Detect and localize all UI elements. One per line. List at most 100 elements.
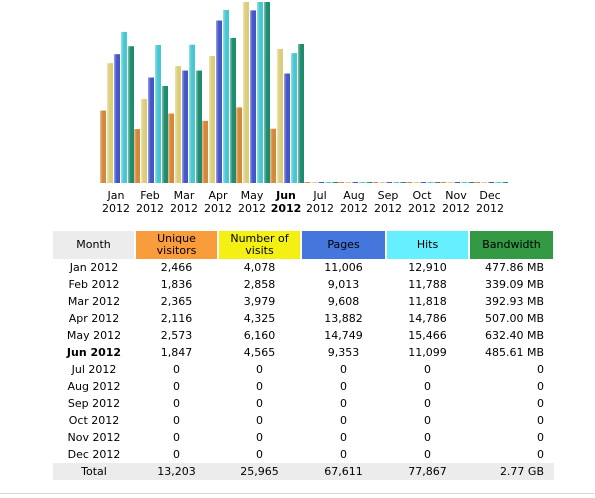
bandwidth-bar <box>128 46 134 184</box>
month-cell: Feb 2012 <box>68 278 120 291</box>
x-tick-label: Jul <box>312 189 326 202</box>
hits-bar <box>121 31 127 183</box>
bandwidth-bar <box>264 2 270 183</box>
unique-visitors-cell: 0 <box>173 380 180 393</box>
x-tick-label: Nov <box>445 189 467 202</box>
bandwidth-cell: 0 <box>537 431 544 444</box>
visits-cell: 0 <box>256 380 263 393</box>
table-row: Aug 2012 0 0 0 0 0 <box>53 378 554 395</box>
x-tick-label: May <box>241 189 264 202</box>
header-hits: Hits <box>386 231 470 259</box>
hits-bar <box>393 182 399 183</box>
total-bandwidth: 2.77 GB <box>469 463 554 480</box>
header-month: Month <box>53 231 136 259</box>
unique-visitors-cell: 0 <box>173 414 180 427</box>
table-row: Jul 2012 0 0 0 0 0 <box>53 361 554 378</box>
bandwidth-bar <box>332 182 338 183</box>
hits-cell: 0 <box>424 397 431 410</box>
unique-visitors-cell: 2,365 <box>160 295 193 308</box>
hits-bar <box>427 182 433 183</box>
x-tick-label: Jan <box>107 189 125 202</box>
bandwidth-cell: 485.61 MB <box>484 346 544 359</box>
table-row: Oct 2012 0 0 0 0 0 <box>53 412 554 429</box>
bandwidth-bar <box>434 182 440 183</box>
hits-bar <box>257 2 263 183</box>
x-tick-label: 2012 <box>102 202 130 215</box>
hits-cell: 11,099 <box>408 346 447 359</box>
x-tick-label: Feb <box>140 189 159 202</box>
visits-bar <box>413 182 419 183</box>
unique-visitors-cell: 0 <box>173 363 180 376</box>
visits-bar <box>175 66 181 183</box>
month-cell: Dec 2012 <box>67 448 121 461</box>
hits-cell: 15,466 <box>408 329 447 342</box>
x-tick-label: 2012 <box>476 202 504 215</box>
month-cell: Jun 2012 <box>66 346 122 359</box>
pages-cell: 9,353 <box>327 346 360 359</box>
month-cell: Oct 2012 <box>68 414 120 427</box>
bandwidth-bar <box>400 182 406 183</box>
x-tick-label: 2012 <box>340 202 368 215</box>
header-unique-visitors: Unique visitors <box>135 231 219 259</box>
bandwidth-bar <box>196 70 202 183</box>
visits-bar <box>447 182 453 183</box>
total-pages: 67,611 <box>301 463 386 480</box>
visits-cell: 4,078 <box>243 261 276 274</box>
pages-bar <box>148 77 154 183</box>
month-cell: Jan 2012 <box>69 261 119 274</box>
visits-cell: 3,979 <box>243 295 276 308</box>
hits-bar <box>495 182 501 183</box>
pages-bar <box>182 70 188 183</box>
visits-cell: 0 <box>256 414 263 427</box>
unique-visitors-bar <box>236 107 242 183</box>
bandwidth-bar <box>468 182 474 183</box>
x-tick-label: 2012 <box>442 202 470 215</box>
hits-cell: 12,910 <box>408 261 447 274</box>
unique-visitors-cell: 1,836 <box>160 278 193 291</box>
month-cell: Aug 2012 <box>67 380 121 393</box>
bandwidth-bar <box>230 37 236 183</box>
pages-cell: 13,882 <box>324 312 363 325</box>
monthly-history-chart: Jan2012Feb2012Mar2012Apr2012May2012Jun20… <box>100 2 508 215</box>
unique-visitors-bar <box>100 110 106 183</box>
pages-cell: 0 <box>340 380 347 393</box>
table-row: Sep 2012 0 0 0 0 0 <box>53 395 554 412</box>
visits-bar <box>277 48 283 183</box>
total-unique-visitors: 13,203 <box>135 463 218 480</box>
unique-visitors-bar <box>270 128 276 183</box>
bandwidth-cell: 477.86 MB <box>484 261 544 274</box>
x-tick-label: Dec <box>479 189 500 202</box>
x-tick-label: Aug <box>343 189 364 202</box>
pages-cell: 0 <box>340 431 347 444</box>
x-tick-label: Apr <box>208 189 228 202</box>
pages-bar <box>454 182 460 183</box>
hits-bar <box>291 53 297 184</box>
bandwidth-cell: 392.93 MB <box>484 295 544 308</box>
unique-visitors-cell: 2,466 <box>160 261 193 274</box>
table-row: Dec 2012 0 0 0 0 0 <box>53 446 554 463</box>
bandwidth-cell: 0 <box>537 380 544 393</box>
hits-bar <box>461 182 467 183</box>
pages-bar <box>352 182 358 183</box>
hits-cell: 11,818 <box>408 295 447 308</box>
divider <box>0 493 595 494</box>
hits-bar <box>189 44 195 184</box>
visits-bar <box>141 99 147 183</box>
bandwidth-cell: 0 <box>537 414 544 427</box>
visits-cell: 0 <box>256 397 263 410</box>
visits-bar <box>345 182 351 183</box>
visits-cell: 2,858 <box>243 278 276 291</box>
pages-cell: 9,608 <box>327 295 360 308</box>
pages-cell: 0 <box>340 397 347 410</box>
month-cell: May 2012 <box>66 329 122 342</box>
month-cell: Jul 2012 <box>71 363 117 376</box>
hits-cell: 0 <box>424 431 431 444</box>
unique-visitors-cell: 2,573 <box>160 329 193 342</box>
bandwidth-cell: 339.09 MB <box>484 278 544 291</box>
hits-cell: 11,788 <box>408 278 447 291</box>
header-bandwidth: Bandwidth <box>469 231 555 259</box>
bandwidth-cell: 0 <box>537 397 544 410</box>
x-tick-label: Jun <box>275 189 296 202</box>
visits-bar <box>107 63 113 184</box>
